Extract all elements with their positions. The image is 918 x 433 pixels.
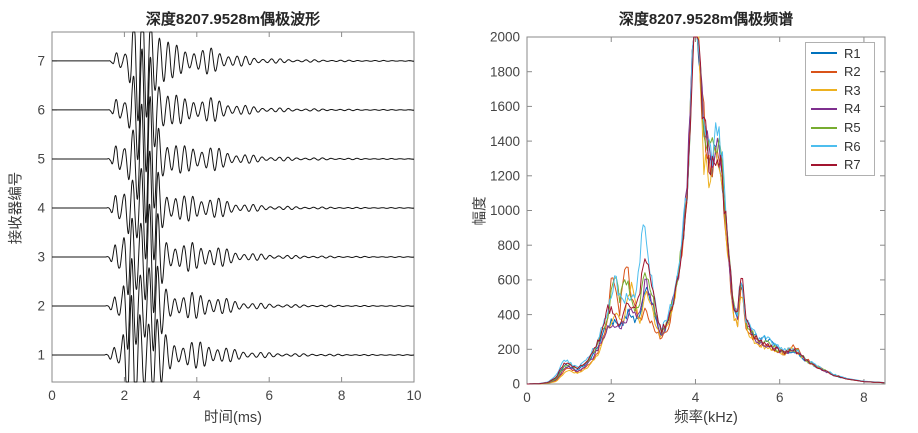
y-tick-label: 2000 bbox=[490, 30, 520, 45]
legend-entry-R6: R6 bbox=[806, 137, 874, 155]
legend-label: R1 bbox=[844, 45, 861, 61]
x-tick-label: 8 bbox=[860, 390, 868, 405]
x-tick-label: 6 bbox=[265, 388, 273, 403]
legend-entry-R7: R7 bbox=[806, 156, 874, 174]
waveform-xlabel: 时间(ms) bbox=[204, 410, 262, 426]
y-tick-label: 1200 bbox=[490, 169, 520, 184]
y-tick-label: 1800 bbox=[490, 64, 520, 79]
y-tick-label: 1600 bbox=[490, 99, 520, 114]
spectrum-ylabel: 幅度 bbox=[472, 196, 489, 226]
y-tick-label: 5 bbox=[37, 152, 45, 167]
x-tick-label: 0 bbox=[523, 390, 531, 405]
x-tick-label: 10 bbox=[406, 388, 421, 403]
legend-line-swatch bbox=[811, 107, 837, 110]
spectrum-series-R4 bbox=[527, 36, 885, 385]
y-tick-label: 800 bbox=[497, 238, 520, 253]
x-tick-label: 4 bbox=[692, 390, 700, 405]
x-tick-label: 0 bbox=[48, 388, 56, 403]
legend-line-swatch bbox=[811, 89, 837, 92]
legend-entry-R2: R2 bbox=[806, 63, 874, 81]
x-tick-label: 2 bbox=[607, 390, 615, 405]
legend-entry-R4: R4 bbox=[806, 100, 874, 118]
legend-line-swatch bbox=[811, 126, 837, 129]
legend-label: R3 bbox=[844, 82, 861, 98]
legend-label: R7 bbox=[844, 157, 861, 173]
waveform-trace-6 bbox=[51, 48, 415, 173]
y-tick-label: 200 bbox=[497, 342, 520, 357]
x-tick-label: 2 bbox=[121, 388, 129, 403]
plot-frame bbox=[51, 31, 415, 383]
spectrum-legend: R1 R2 R3 R4 R5 R6 R7 bbox=[805, 42, 875, 176]
legend-line-swatch bbox=[811, 145, 837, 148]
waveform-trace-2 bbox=[51, 258, 415, 352]
waveform-trace-4 bbox=[51, 150, 415, 261]
y-tick-label: 600 bbox=[497, 273, 520, 288]
y-tick-label: 3 bbox=[37, 250, 45, 265]
legend-entry-R1: R1 bbox=[806, 44, 874, 62]
x-tick-label: 8 bbox=[338, 388, 346, 403]
y-tick-label: 6 bbox=[37, 103, 45, 118]
y-tick-label: 400 bbox=[497, 307, 520, 322]
legend-line-swatch bbox=[811, 52, 837, 55]
legend-line-swatch bbox=[811, 70, 837, 73]
y-tick-label: 1 bbox=[37, 348, 45, 363]
spectrum-series-R7 bbox=[527, 36, 885, 385]
x-tick-label: 4 bbox=[193, 388, 201, 403]
legend-entry-R3: R3 bbox=[806, 81, 874, 99]
waveform-trace-1 bbox=[51, 295, 415, 383]
spectrum-title: 深度8207.9528m偶极频谱 bbox=[618, 11, 794, 28]
y-tick-label: 1400 bbox=[490, 134, 520, 149]
legend-label: R6 bbox=[844, 138, 861, 154]
y-tick-label: 7 bbox=[37, 54, 45, 69]
waveform-trace-7 bbox=[51, 31, 415, 122]
legend-entry-R5: R5 bbox=[806, 119, 874, 137]
x-tick-label: 6 bbox=[776, 390, 784, 405]
waveform-trace-3 bbox=[51, 203, 415, 314]
waveform-title: 深度8207.9528m偶极波形 bbox=[145, 11, 321, 28]
legend-label: R4 bbox=[844, 101, 861, 117]
y-tick-label: 1000 bbox=[490, 203, 520, 218]
legend-label: R5 bbox=[844, 120, 861, 136]
waveform-ylabel: 接收器编号 bbox=[8, 171, 25, 245]
y-tick-label: 2 bbox=[37, 299, 45, 314]
y-tick-label: 4 bbox=[37, 201, 45, 216]
y-tick-label: 0 bbox=[512, 377, 520, 392]
spectrum-xlabel: 频率(kHz) bbox=[674, 410, 738, 426]
legend-line-swatch bbox=[811, 163, 837, 166]
waveform-trace-5 bbox=[51, 96, 415, 224]
legend-label: R2 bbox=[844, 64, 861, 80]
